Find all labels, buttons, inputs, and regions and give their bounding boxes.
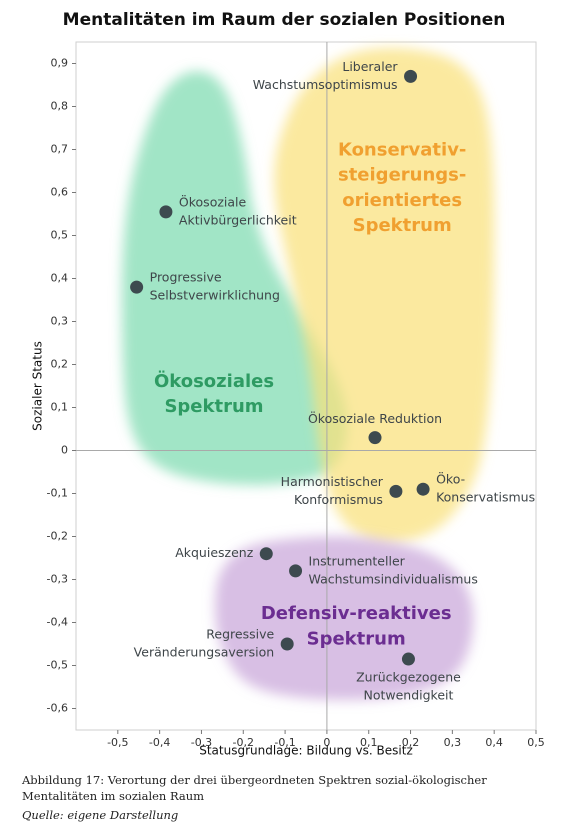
x-tick-label: -0,5 — [107, 736, 128, 749]
y-tick-label: -0,3 — [47, 573, 68, 586]
x-tick-label: -0,4 — [149, 736, 170, 749]
data-point — [159, 205, 173, 219]
points-layer: Liberaler Wachstumsoptimismus Ökosoziale Ak… — [130, 59, 535, 703]
y-tick-label: 0 — [61, 444, 68, 457]
x-tick-label: 0 — [323, 736, 330, 749]
y-tick-label: 0,7 — [51, 143, 69, 156]
y-tick-label: 0,8 — [51, 100, 69, 113]
y-tick-label: -0,2 — [47, 530, 68, 543]
point-label: Konservatismus — [436, 490, 535, 505]
point-label: Notwendigkeit — [363, 688, 453, 703]
point-label: Öko- — [436, 471, 465, 487]
x-axis-label: Statusgrundlage: Bildung vs. Besitz — [199, 744, 413, 758]
x-tick-label: 0,5 — [527, 736, 545, 749]
point-label: Regressive — [206, 627, 274, 642]
y-tick-label: 0,2 — [51, 358, 69, 371]
data-point — [389, 484, 403, 498]
x-tick-label: -0,1 — [274, 736, 295, 749]
y-axis-label: Sozialer Status — [31, 341, 45, 431]
data-point — [401, 652, 415, 666]
point-label: Zurückgezogene — [356, 670, 461, 685]
data-point — [280, 637, 294, 651]
data-point — [416, 482, 430, 496]
x-tick-label: 0,3 — [444, 736, 462, 749]
data-point — [289, 564, 303, 578]
region-label: Spektrum — [353, 215, 452, 236]
x-tick-label: 0,4 — [485, 736, 503, 749]
data-point — [259, 547, 273, 561]
region-label: Spektrum — [164, 396, 263, 417]
y-tick-label: 0,3 — [51, 315, 69, 328]
y-tick-label: -0,4 — [47, 616, 68, 629]
y-tick-label: -0,6 — [47, 702, 68, 715]
figure-source: Quelle: eigene Darstellung — [22, 808, 179, 822]
y-tick-label: 0,6 — [51, 186, 69, 199]
point-label: Liberaler — [342, 59, 398, 74]
y-tick-label: 0,4 — [51, 272, 69, 285]
chart-title: Mentalitäten im Raum der sozialen Positi… — [62, 10, 506, 30]
point-label: Ökosoziale Reduktion — [308, 410, 442, 426]
y-tick-label: 0,9 — [51, 57, 69, 70]
x-tick-label: -0,2 — [233, 736, 254, 749]
point-label: Akquieszenz — [175, 545, 253, 560]
region-label: Konservativ- — [338, 139, 466, 160]
axes-layer: -0,5 -0,4 -0,3 -0,2 -0,1 0 0,1 0,2 0,3 0,4 0,5 0,9 0… — [31, 42, 545, 758]
data-point — [368, 431, 382, 445]
point-label: Aktivbürgerlichkeit — [179, 212, 297, 227]
point-label: Selbstverwirklichung — [150, 288, 280, 303]
point-label: Ökosoziale — [179, 193, 247, 209]
y-tick-label: -0,1 — [47, 487, 68, 500]
x-tick-label: 0,2 — [402, 736, 420, 749]
chart: -0,5 -0,4 -0,3 -0,2 -0,1 0 0,1 0,2 0,3 0,4 0,5 0,9 0… — [31, 41, 545, 758]
region-area — [274, 48, 495, 542]
region-label: steigerungs- — [338, 165, 466, 186]
plot-frame — [75, 41, 537, 731]
regions-layer — [122, 48, 495, 700]
region-labels-layer: Ökosoziales Spektrum Konservativ-steigerun… — [154, 139, 466, 649]
point-label: Progressive — [150, 270, 222, 285]
point-label: Harmonistischer — [281, 474, 384, 489]
point-label: Veränderungsaversion — [134, 645, 275, 660]
y-tick-label: 0,5 — [51, 229, 69, 242]
y-tick-label: -0,5 — [47, 659, 68, 672]
region-area — [122, 71, 348, 485]
region-label: orientiertes — [342, 190, 462, 211]
x-tick-label: -0,3 — [191, 736, 212, 749]
y-tick-label: 0,1 — [51, 401, 69, 414]
x-tick-label: 0,1 — [360, 736, 378, 749]
data-point — [404, 69, 418, 83]
region-label: Ökosoziales — [154, 370, 274, 392]
region-label: Defensiv-reaktives — [261, 603, 452, 624]
point-label: Instrumenteller — [309, 553, 406, 568]
point-label: Wachstumsoptimismus — [253, 77, 398, 92]
point-label: Konformismus — [294, 492, 383, 507]
point-label: Wachstumsindividualismus — [309, 571, 478, 586]
data-point — [130, 280, 144, 294]
region-label: Spektrum — [307, 628, 406, 649]
figure-caption: Abbildung 17: Verortung der drei übergeo… — [22, 773, 487, 803]
